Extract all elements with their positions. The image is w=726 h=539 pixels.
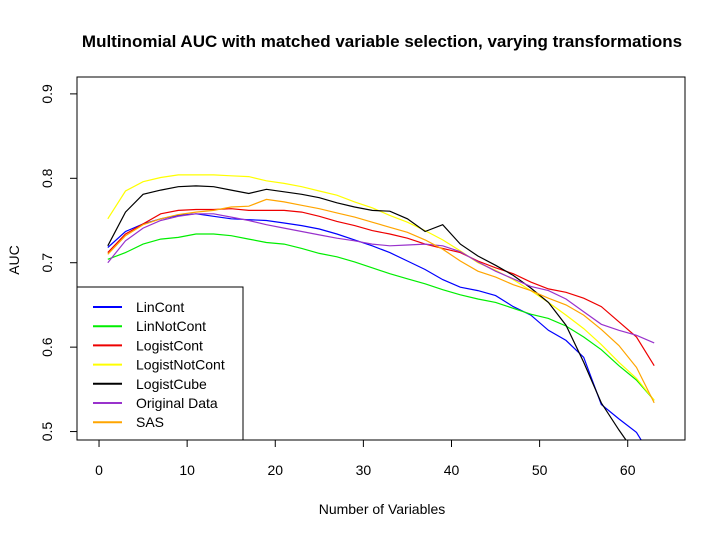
y-tick-label: 0.9 bbox=[39, 84, 55, 104]
series-line-7 bbox=[107, 198, 655, 404]
x-tick-label: 30 bbox=[356, 462, 372, 478]
legend-label: LinCont bbox=[136, 299, 184, 315]
y-tick-label: 0.5 bbox=[39, 422, 55, 442]
y-tick-label: 0.6 bbox=[39, 337, 55, 357]
x-tick-label: 40 bbox=[444, 462, 460, 478]
y-tick-label: 0.7 bbox=[39, 253, 55, 273]
legend: LinCont LinNotCont LogistCont LogistNotCont… bbox=[76, 286, 244, 441]
legend-label: LogistNotCont bbox=[136, 357, 225, 373]
plot-area bbox=[76, 76, 686, 441]
y-axis-label: AUC bbox=[6, 245, 22, 275]
x-axis-label: Number of Variables bbox=[319, 501, 446, 517]
x-tick-label: 10 bbox=[179, 462, 195, 478]
series-line-4 bbox=[107, 174, 655, 401]
legend-label: LogistCube bbox=[136, 376, 207, 392]
y-tick-label: 0.8 bbox=[39, 168, 55, 188]
x-tick-label: 0 bbox=[95, 462, 103, 478]
series-layer bbox=[107, 174, 655, 440]
series-line-5 bbox=[107, 185, 627, 440]
legend-label: Original Data bbox=[136, 395, 218, 411]
x-tick-label: 60 bbox=[620, 462, 636, 478]
legend-label: LogistCont bbox=[136, 337, 203, 353]
series-line-6 bbox=[107, 213, 655, 344]
legend-label: LinNotCont bbox=[136, 318, 206, 334]
series-line-2 bbox=[107, 233, 655, 401]
x-tick-label: 20 bbox=[267, 462, 283, 478]
legend-label: SAS bbox=[136, 414, 164, 430]
legend-box bbox=[76, 286, 244, 441]
x-tick-label: 50 bbox=[532, 462, 548, 478]
chart-title: Multinomial AUC with matched variable se… bbox=[82, 32, 682, 51]
series-line-3 bbox=[107, 208, 655, 367]
